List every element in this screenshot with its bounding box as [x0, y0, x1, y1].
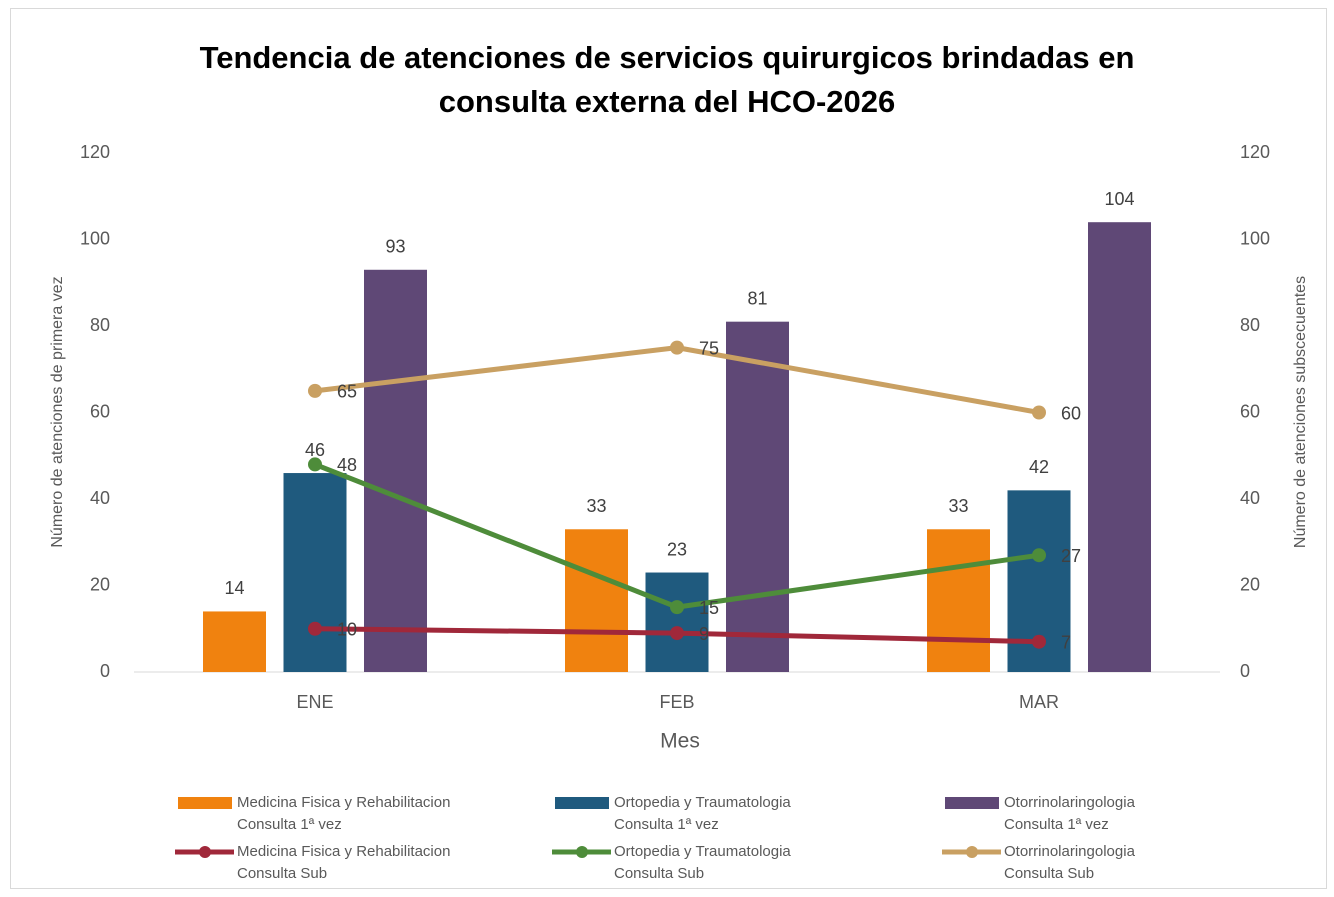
legend-label: Ortopedia y Traumatologia Consulta Sub — [614, 843, 791, 882]
bar — [283, 473, 347, 672]
bar — [203, 611, 266, 672]
y2-tick-label: 100 — [1240, 228, 1270, 248]
line-marker — [1032, 634, 1046, 649]
data-label: 23 — [667, 539, 687, 559]
bar — [726, 321, 789, 672]
legend-label: Ortopedia y Traumatologia Consulta 1ª ve… — [614, 794, 791, 833]
data-label: 33 — [948, 496, 968, 516]
y2-tick-label: 60 — [1240, 401, 1260, 421]
data-label: 9 — [699, 624, 709, 644]
line-marker — [670, 626, 684, 641]
data-label: 7 — [1061, 632, 1071, 652]
data-label: 93 — [385, 237, 405, 257]
line-marker — [308, 457, 322, 472]
legend-swatch — [555, 797, 609, 809]
y-tick-label: 80 — [90, 315, 110, 335]
data-label: 10 — [337, 620, 357, 640]
legend-label: Medicina Fisica y Rehabilitacion Consult… — [237, 843, 451, 882]
line-marker — [1032, 548, 1046, 563]
data-label: 14 — [224, 578, 244, 598]
chart-title: Tendencia de atenciones de servicios qui… — [199, 40, 1135, 119]
chart-border — [10, 8, 1327, 889]
data-label: 46 — [305, 440, 325, 460]
y2-tick-label: 120 — [1240, 142, 1270, 162]
bar — [364, 269, 427, 672]
data-label: 60 — [1061, 403, 1081, 423]
data-label: 27 — [1061, 546, 1081, 566]
legend-swatch — [576, 846, 588, 858]
x-tick-label: MAR — [1019, 692, 1059, 712]
y2-tick-label: 40 — [1240, 488, 1260, 508]
data-label: 75 — [699, 338, 719, 358]
bar — [645, 572, 709, 672]
y-tick-label: 20 — [90, 574, 110, 594]
y-tick-label: 40 — [90, 488, 110, 508]
legend-label: Medicina Fisica y Rehabilitacion Consult… — [237, 794, 451, 833]
x-tick-label: ENE — [296, 692, 333, 712]
y-tick-label: 60 — [90, 401, 110, 421]
legend-swatch — [178, 797, 232, 809]
bar — [1088, 222, 1151, 672]
line-marker — [308, 621, 322, 636]
x-tick-label: FEB — [659, 692, 694, 712]
legend-label: Otorrinolaringologia Consulta Sub — [1004, 843, 1135, 882]
legend-swatch — [199, 846, 211, 858]
y2-tick-label: 80 — [1240, 315, 1260, 335]
data-label: 15 — [699, 598, 719, 618]
y2-tick-label: 0 — [1240, 661, 1250, 681]
legend-label: Otorrinolaringologia Consulta 1ª vez — [1004, 794, 1135, 833]
line-marker — [308, 383, 322, 398]
bar — [927, 529, 990, 672]
data-label: 33 — [586, 496, 606, 516]
line-marker — [1032, 405, 1046, 420]
data-label: 48 — [337, 455, 357, 475]
data-label: 81 — [747, 288, 767, 308]
line-marker — [670, 340, 684, 355]
line-marker — [670, 600, 684, 615]
y-tick-label: 120 — [80, 142, 110, 162]
x-axis-title: Mes — [660, 730, 700, 753]
y2-axis-title: Número de atenciones subscecuentes — [1292, 276, 1309, 548]
legend-swatch — [945, 797, 999, 809]
legend-swatch — [966, 846, 978, 858]
y-tick-label: 0 — [100, 661, 110, 681]
data-label: 42 — [1029, 457, 1049, 477]
data-label: 65 — [337, 382, 357, 402]
y2-tick-label: 20 — [1240, 574, 1260, 594]
y-tick-label: 100 — [80, 228, 110, 248]
bar — [565, 529, 628, 672]
y-axis-title: Número de atenciones de primera vez — [49, 276, 66, 547]
data-label: 104 — [1104, 189, 1134, 209]
